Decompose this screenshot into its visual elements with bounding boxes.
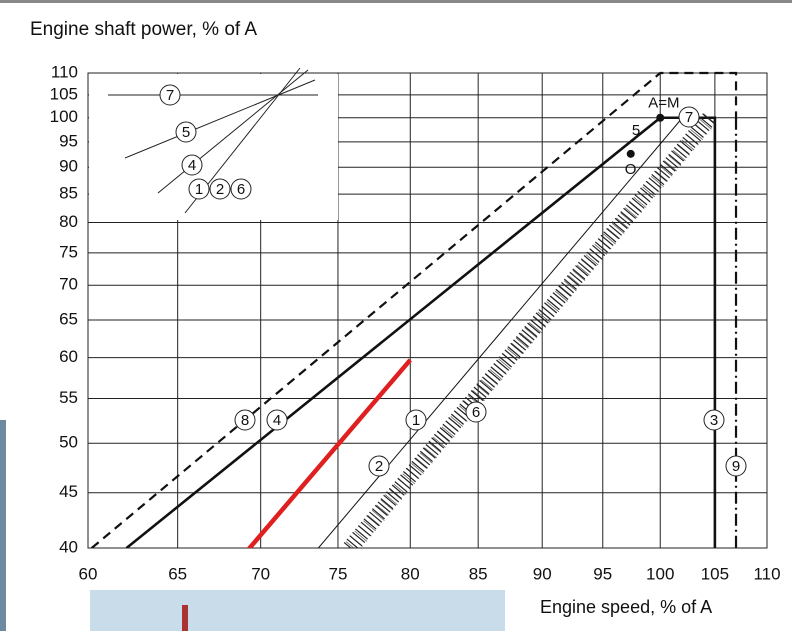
photo-mast — [182, 605, 188, 631]
y-tick-label: 100 — [50, 107, 78, 126]
x-tick-label: 100 — [646, 564, 674, 583]
y-tick-label: 90 — [59, 157, 78, 176]
point-label: A=M — [648, 95, 679, 112]
top-border — [0, 0, 792, 3]
x-tick-label: 90 — [533, 564, 552, 583]
inset-label: 5 — [182, 124, 190, 141]
edge-photo — [0, 420, 6, 631]
line-number: 2 — [375, 458, 383, 475]
chart: Engine shaft power, % of A Engine speed,… — [0, 0, 792, 631]
y-tick-label: 60 — [59, 347, 78, 366]
y-tick-label: 50 — [59, 433, 78, 452]
line-number: 1 — [412, 412, 420, 429]
line-number: 5 — [632, 122, 640, 139]
point — [627, 150, 635, 158]
y-tick-label: 85 — [59, 184, 78, 203]
point-label: O — [625, 161, 637, 178]
y-tick-label: 40 — [59, 537, 78, 556]
x-tick-label: 95 — [593, 564, 612, 583]
y-tick-label: 80 — [59, 212, 78, 231]
y-tick-label: 70 — [59, 275, 78, 294]
x-axis-label: Engine speed, % of A — [540, 597, 712, 617]
line-number: 6 — [472, 404, 480, 421]
point — [656, 114, 664, 122]
inset-label: 4 — [188, 157, 196, 174]
line-number: 4 — [273, 412, 281, 429]
inset-label: 6 — [237, 181, 245, 198]
x-tick-label: 105 — [701, 564, 729, 583]
inset-label: 1 — [195, 181, 203, 198]
line-number: 9 — [732, 458, 740, 475]
y-tick-label: 55 — [59, 388, 78, 407]
x-tick-label: 80 — [401, 564, 420, 583]
y-tick-label: 105 — [50, 84, 78, 103]
y-tick-label: 75 — [59, 242, 78, 261]
x-tick-label: 65 — [168, 564, 187, 583]
chart-title: Engine shaft power, % of A — [30, 19, 257, 40]
page: {"chart_data": { "type": "line", "title"… — [0, 0, 792, 631]
inset-label: 7 — [166, 87, 174, 104]
y-tick-label: 110 — [51, 62, 78, 81]
line-number: 8 — [241, 412, 249, 429]
line-number: 7 — [685, 109, 693, 126]
photo-strip — [90, 590, 505, 631]
x-tick-label: 110 — [753, 564, 780, 583]
line-number: 3 — [710, 412, 718, 429]
x-tick-label: 60 — [79, 564, 98, 583]
x-tick-label: 85 — [469, 564, 488, 583]
x-tick-label: 75 — [329, 564, 348, 583]
inset-label: 2 — [216, 181, 224, 198]
y-tick-label: 45 — [59, 482, 78, 501]
x-tick-label: 70 — [251, 564, 270, 583]
y-tick-label: 95 — [59, 131, 78, 150]
y-tick-label: 65 — [59, 310, 78, 329]
